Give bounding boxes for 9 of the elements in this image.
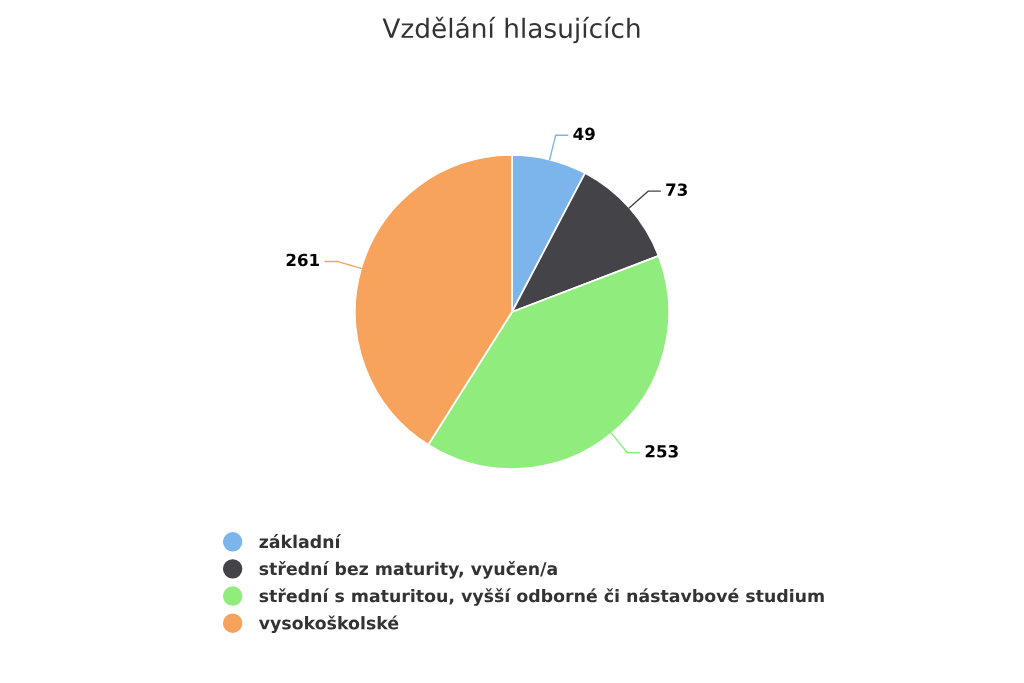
data-label: 253: [645, 444, 678, 458]
data-label: 73: [666, 183, 687, 196]
data-label: 261: [286, 253, 320, 267]
legend-label: střední s maturitou, vyšší odborné či nástavbové studium: [259, 588, 824, 606]
legend-label: základní: [259, 534, 342, 549]
legend-label: vysokoškolské: [258, 615, 399, 634]
chart-title: Vzdělání hlasujících: [382, 16, 640, 44]
data-label: 49: [573, 127, 595, 141]
legend-label: střední bez maturity, vyučen/a: [259, 561, 557, 579]
